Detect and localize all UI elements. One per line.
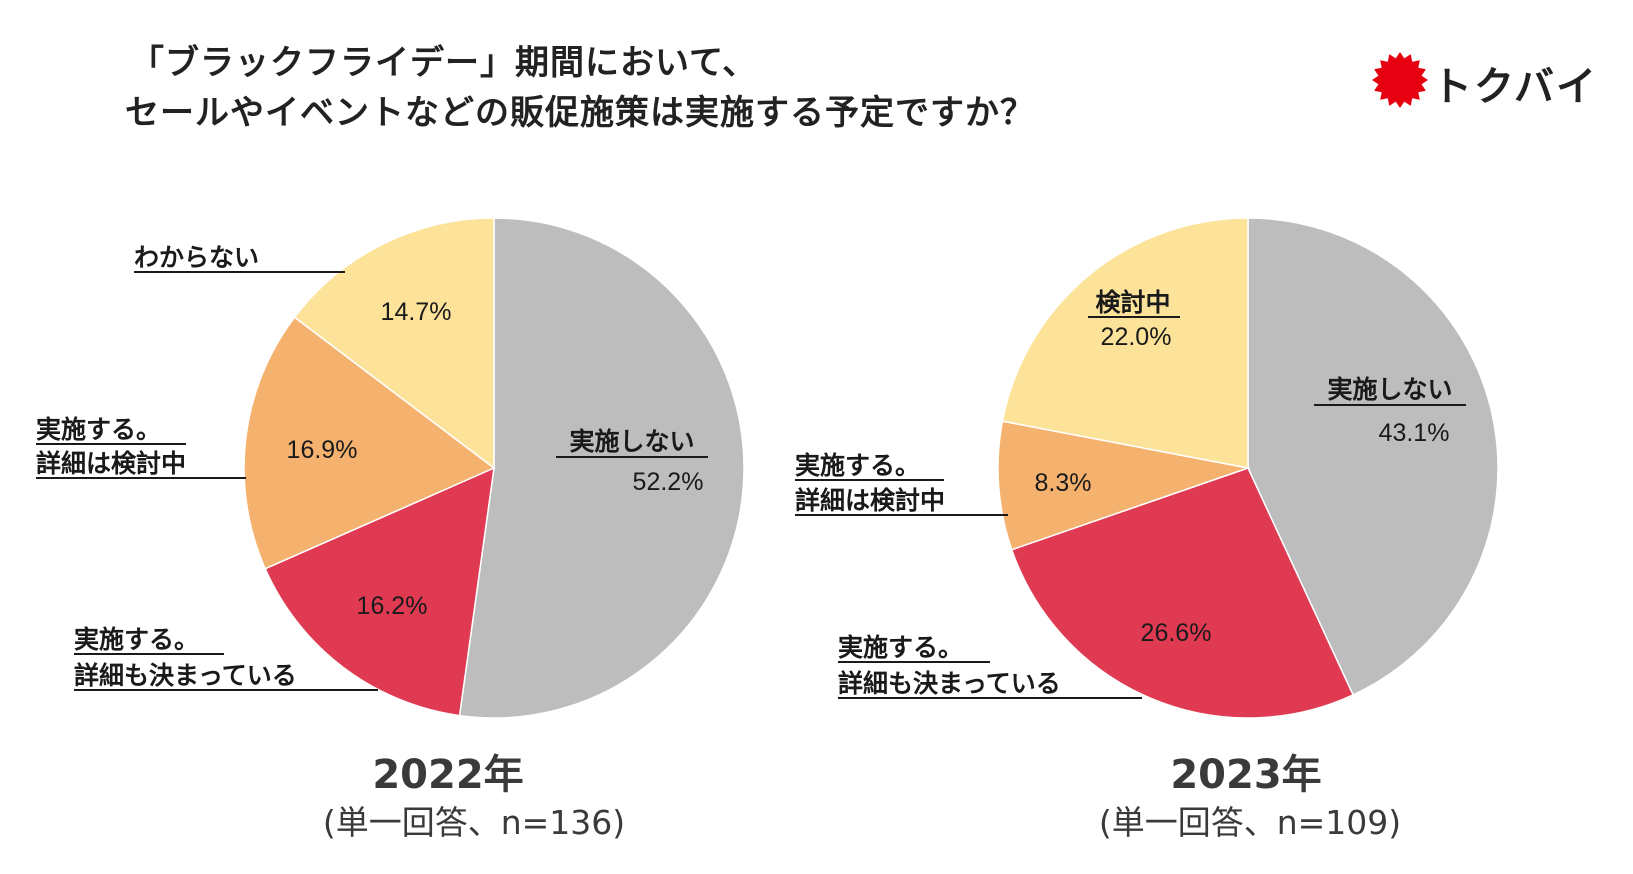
logo-text: トクバイ [1432,64,1598,110]
logo-burst [1372,52,1428,108]
pie-slice-unknown-or-considering [1001,217,1249,469]
pie-slice-implement-decided [264,466,495,717]
pie-slice-unknown-or-considering [293,217,495,470]
pct-label-implement-decided: 26.6% [1141,619,1212,647]
pie-2023-svg: 43.1% 26.6% 8.3% 22.0% 実施しない 検討中 実施する。 詳… [795,217,1499,719]
pct-label-implement-decided: 16.2% [357,592,428,620]
pie-slice-implement-considering [243,316,496,570]
pct-label-not-implement: 43.1% [1379,419,1450,447]
pie-2022-svg: 52.2% 16.2% 16.9% 14.7% 実施しない わからない 実施する… [36,217,745,719]
category-label-impl-considering-1: 実施する。 [795,451,920,480]
category-label-considering-2: 詳細は検討中 [36,449,186,478]
category-label-decided-1: 実施する。 [74,625,199,654]
pie-slice-not-implement [1247,217,1499,696]
pct-label-not-implement: 52.2% [633,468,704,496]
pie-slice-implement-decided [1010,467,1355,719]
category-label-decided-1: 実施する。 [838,633,963,662]
category-label-considering-1: 実施する。 [36,415,161,444]
category-label-not-implement: 実施しない [569,427,694,456]
chart-year-2023: 2023年 [1170,752,1322,798]
pct-label-unknown: 14.7% [381,298,452,326]
brand-logo: トクバイ [1370,50,1596,110]
pie-chart-2023: 43.1% 26.6% 8.3% 22.0% 実施しない 検討中 実施する。 詳… [770,180,1570,874]
category-label-impl-considering-2: 詳細は検討中 [795,486,945,515]
chart-note-2023: (単一回答、n=109) [1098,803,1402,842]
category-label-considering: 検討中 [1095,288,1170,317]
chart-year-2022: 2022年 [372,752,524,798]
category-label-not-implement: 実施しない [1327,375,1452,404]
sun-burst-icon [1372,52,1428,108]
category-label-unknown: わからない [134,243,259,272]
pct-label-implement-considering: 8.3% [1035,469,1092,497]
pct-label-implement-considering: 16.9% [287,436,358,464]
category-label-decided-2: 詳細も決まっている [838,669,1061,698]
pie-slice-not-implement [458,217,745,719]
page-title: 「ブラックフライデー」期間において、 セールやイベントなどの販促施策は実施する予… [125,38,1035,138]
category-label-decided-2: 詳細も決まっている [74,661,297,690]
title-line-2: セールやイベントなどの販促施策は実施する予定ですか？ [125,93,1035,133]
pie-chart-2022: 52.2% 16.2% 16.9% 14.7% 実施しない わからない 実施する… [0,180,800,874]
pie-slice-implement-considering [997,420,1251,551]
pct-label-considering: 22.0% [1101,323,1172,351]
title-line-1: 「ブラックフライデー」期間において、 [130,43,758,83]
chart-note-2022: (単一回答、n=136) [322,803,626,842]
